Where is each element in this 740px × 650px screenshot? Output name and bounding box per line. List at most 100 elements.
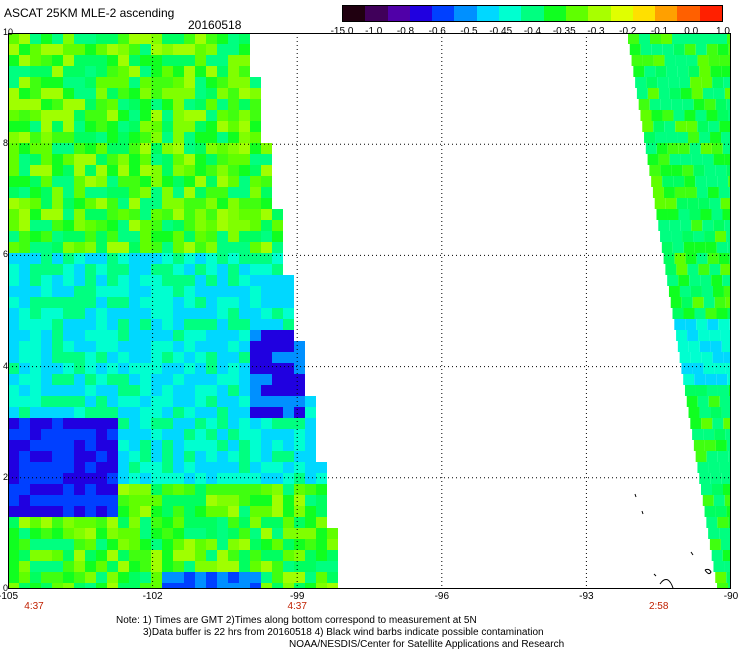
swath-cell <box>239 44 250 55</box>
swath-cell <box>151 187 162 198</box>
swath-cell <box>63 396 74 407</box>
swath-cell <box>693 440 705 451</box>
swath-cell <box>655 66 667 77</box>
swath-cell <box>8 132 19 143</box>
swath-cell <box>52 363 63 374</box>
swath-cell <box>272 418 283 429</box>
swath-cell <box>118 341 129 352</box>
swath-cell <box>707 253 719 264</box>
swath-cell <box>19 33 30 44</box>
swath-cell <box>173 143 184 154</box>
swath-cell <box>294 407 305 418</box>
swath-cell <box>684 110 696 121</box>
swath-cell <box>239 550 250 561</box>
swath-cell <box>719 55 731 66</box>
swath-cell <box>162 440 173 451</box>
swath-cell <box>250 484 261 495</box>
swath-cell <box>294 495 305 506</box>
swath-cell <box>85 308 96 319</box>
swath-cell <box>708 121 720 132</box>
swath-cell <box>261 319 272 330</box>
swath-cell <box>195 319 206 330</box>
swath-cell <box>85 462 96 473</box>
swath-cell <box>261 275 272 286</box>
swath-cell <box>272 253 283 264</box>
swath-cell <box>228 44 239 55</box>
swath-cell <box>151 517 162 528</box>
swath-cell <box>217 429 228 440</box>
swath-cell <box>195 121 206 132</box>
swath-cell <box>305 462 316 473</box>
swath-cell <box>118 462 129 473</box>
swath-cell <box>697 462 709 473</box>
swath-cell <box>250 88 261 99</box>
swath-cell <box>272 550 283 561</box>
swath-cell <box>85 363 96 374</box>
swath-cell <box>316 506 327 517</box>
swath-cell <box>667 209 679 220</box>
swath-cell <box>41 121 52 132</box>
swath-cell <box>283 429 294 440</box>
swath-cell <box>162 363 173 374</box>
swath-cell <box>96 66 107 77</box>
swath-cell <box>250 451 261 462</box>
swath-cell <box>239 385 250 396</box>
swath-cell <box>41 374 52 385</box>
swath-cell <box>195 209 206 220</box>
swath-cell <box>8 297 19 308</box>
swath-cell <box>239 55 250 66</box>
swath-cell <box>217 451 228 462</box>
swath-cell <box>63 132 74 143</box>
swath-cell <box>294 550 305 561</box>
swath-cell <box>118 385 129 396</box>
colorbar-label: -1.0 <box>365 26 383 37</box>
swath-cell <box>184 473 195 484</box>
swath-cell <box>63 275 74 286</box>
swath-cell <box>184 363 195 374</box>
swath-cell <box>85 440 96 451</box>
swath-cell <box>8 385 19 396</box>
swath-cell <box>283 451 294 462</box>
swath-cell <box>52 297 63 308</box>
swath-cell <box>703 429 715 440</box>
swath-cell <box>30 44 41 55</box>
swath-cell <box>30 264 41 275</box>
swath-cell <box>261 385 272 396</box>
swath-cell <box>118 572 129 583</box>
swath-cell <box>701 286 713 297</box>
swath-cell <box>151 429 162 440</box>
swath-cell <box>327 528 338 539</box>
swath-cell <box>107 88 118 99</box>
swath-cell <box>151 451 162 462</box>
swath-cell <box>294 539 305 550</box>
swath-cell <box>272 407 283 418</box>
swath-cell <box>30 539 41 550</box>
swath-cell <box>52 341 63 352</box>
swath-cell <box>679 77 691 88</box>
swath-cell <box>74 77 85 88</box>
swath-cell <box>41 99 52 110</box>
swath-cell <box>668 77 680 88</box>
swath-cell <box>173 132 184 143</box>
swath-cell <box>206 363 217 374</box>
swath-cell <box>85 77 96 88</box>
swath-cell <box>261 374 272 385</box>
swath-cell <box>239 473 250 484</box>
swath-cell <box>41 473 52 484</box>
swath-cell <box>695 385 707 396</box>
swath-cell <box>228 33 239 44</box>
swath-cell <box>52 473 63 484</box>
swath-cell <box>717 110 729 121</box>
swath-cell <box>140 187 151 198</box>
swath-cell <box>140 451 151 462</box>
swath-cell <box>129 374 140 385</box>
swath-cell <box>706 110 718 121</box>
swath-cell <box>118 528 129 539</box>
swath-cell <box>96 33 107 44</box>
swath-cell <box>96 99 107 110</box>
swath-cell <box>709 330 721 341</box>
swath-cell <box>140 550 151 561</box>
swath-cell <box>74 506 85 517</box>
swath-cell <box>74 550 85 561</box>
swath-cell <box>294 363 305 374</box>
